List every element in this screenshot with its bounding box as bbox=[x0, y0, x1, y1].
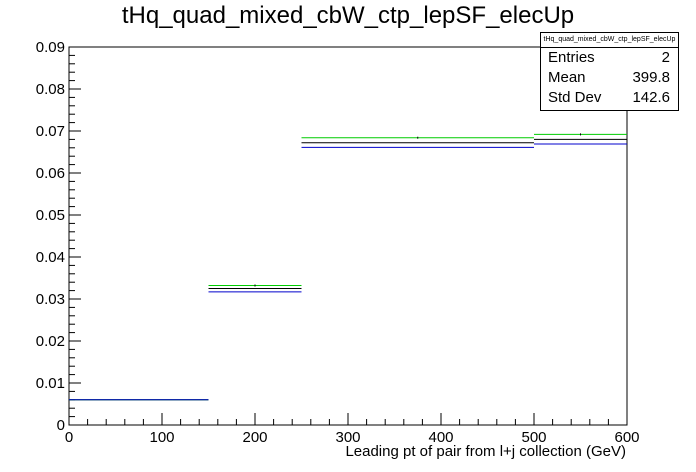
x-tick-label: 100 bbox=[149, 429, 174, 446]
x-tick-label: 600 bbox=[614, 429, 639, 446]
y-axis-ticks: 0 0.01 0.02 0.03 0.04 0.05 0.06 0.07 0.08 0.09 bbox=[36, 39, 81, 434]
x-axis-label: Leading pt of pair from l+j collection (… bbox=[345, 443, 626, 460]
y-tick-label: 0.07 bbox=[36, 123, 65, 140]
histogram-series bbox=[69, 133, 627, 401]
x-tick-label: 200 bbox=[242, 429, 267, 446]
y-tick-label: 0.06 bbox=[36, 165, 65, 182]
y-tick-label: 0.03 bbox=[36, 291, 65, 308]
x-axis-ticks: 0 100 200 300 400 500 600 bbox=[65, 413, 640, 446]
y-tick-label: 0.05 bbox=[36, 207, 65, 224]
x-tick-label: 400 bbox=[428, 429, 453, 446]
x-tick-label: 300 bbox=[335, 429, 360, 446]
y-tick-label: 0.04 bbox=[36, 249, 65, 266]
stats-stddev-row: Std Dev 142.6 bbox=[541, 88, 678, 108]
stats-mean-value: 399.8 bbox=[632, 69, 670, 86]
x-tick-label: 500 bbox=[521, 429, 546, 446]
stats-mean-row: Mean 399.8 bbox=[541, 68, 678, 88]
stats-entries-value: 2 bbox=[661, 49, 670, 66]
y-tick-label: 0.09 bbox=[36, 39, 65, 56]
stats-mean-label: Mean bbox=[548, 69, 586, 86]
stats-entries-label: Entries bbox=[548, 49, 595, 66]
y-tick-label: 0.08 bbox=[36, 81, 65, 98]
stats-box: tHq_quad_mixed_cbW_ctp_lepSF_elecUp Entr… bbox=[540, 32, 679, 111]
y-tick-label: 0.01 bbox=[36, 375, 65, 392]
stats-box-title: tHq_quad_mixed_cbW_ctp_lepSF_elecUp bbox=[541, 33, 678, 48]
stats-stddev-value: 142.6 bbox=[632, 89, 670, 106]
stats-entries-row: Entries 2 bbox=[541, 48, 678, 68]
x-tick-label: 0 bbox=[65, 429, 73, 446]
chart-title: tHq_quad_mixed_cbW_ctp_lepSF_elecUp bbox=[121, 2, 575, 29]
y-tick-label: 0 bbox=[57, 417, 65, 434]
y-tick-label: 0.02 bbox=[36, 333, 65, 350]
stats-stddev-label: Std Dev bbox=[548, 89, 602, 106]
